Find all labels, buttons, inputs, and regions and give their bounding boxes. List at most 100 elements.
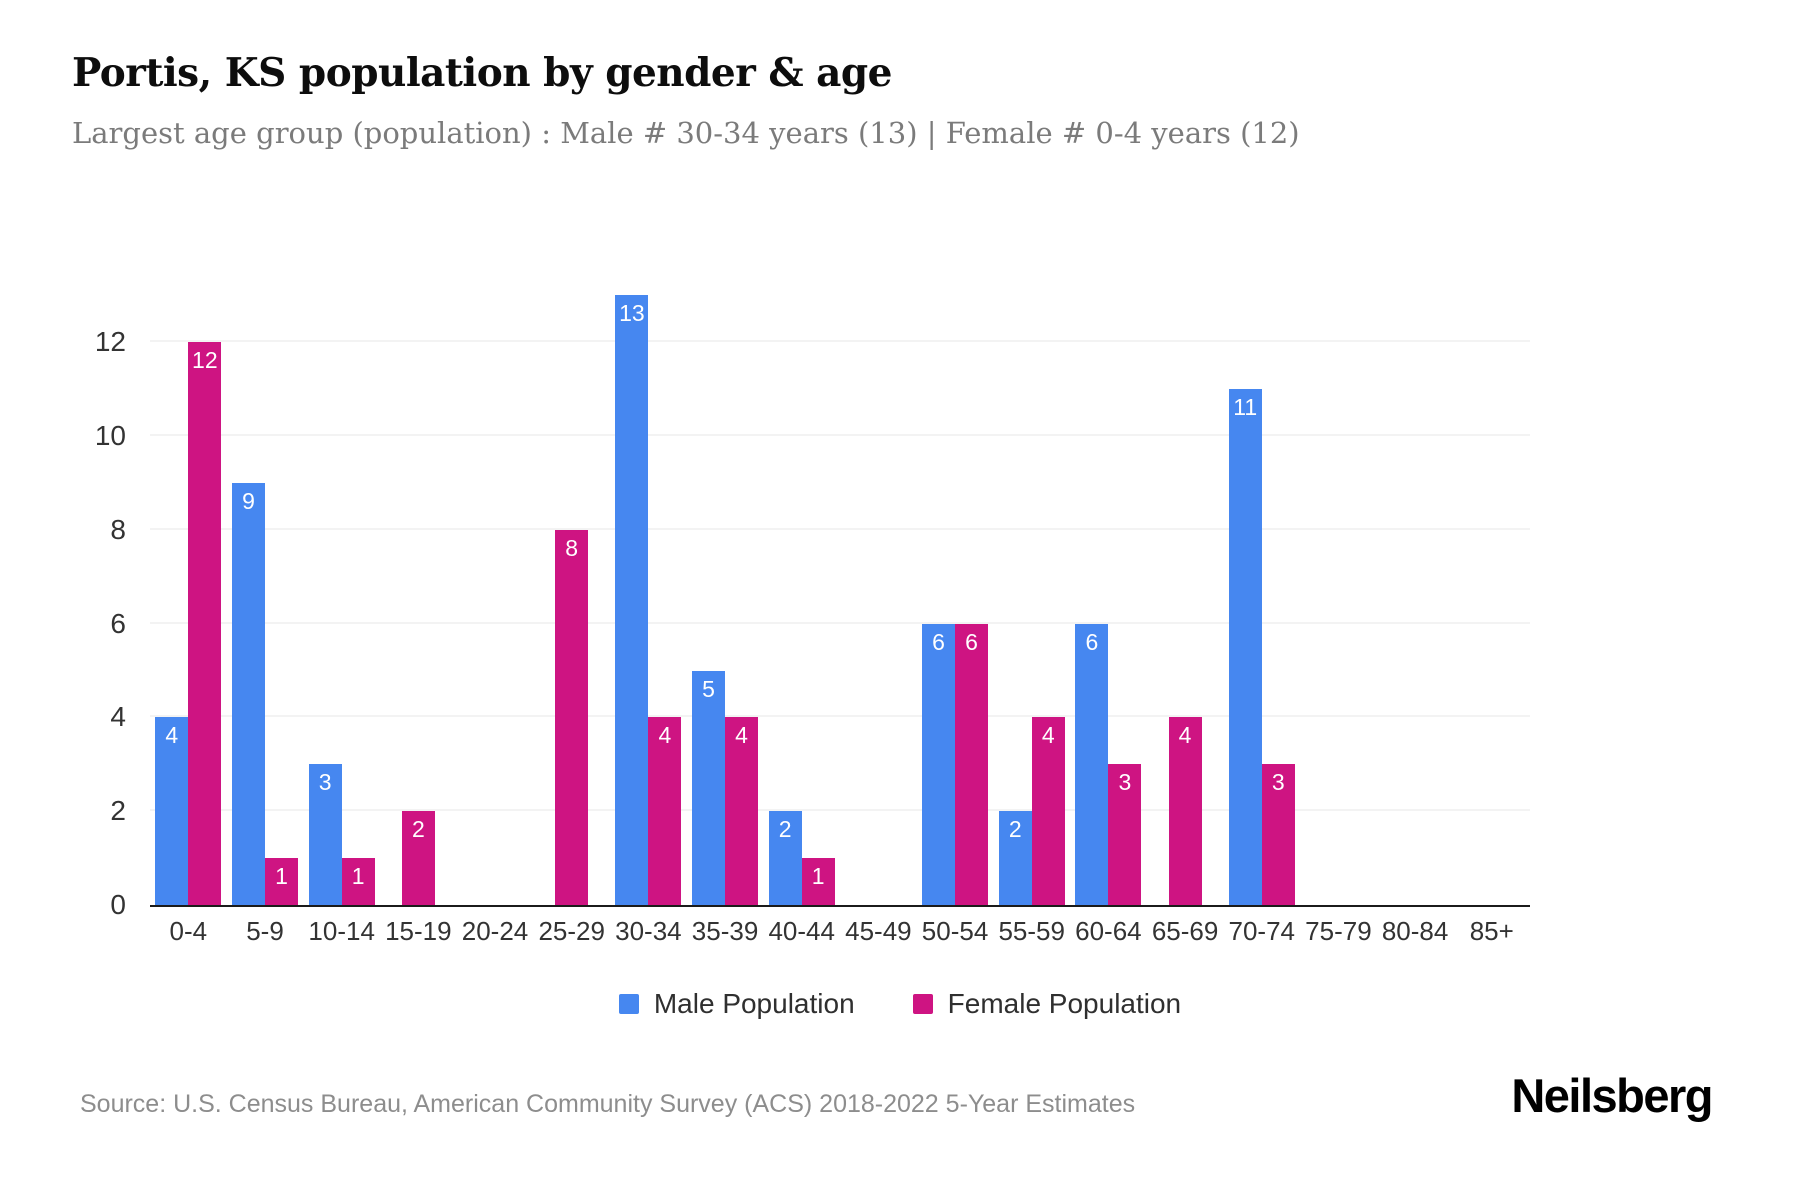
female-bar-60-64: 3 [1108,764,1142,905]
y-axis: 0 2 4 6 8 10 12 [0,272,136,920]
bar-value-label: 4 [735,722,748,749]
chart-subtitle: Largest age group (population) : Male # … [72,116,1300,150]
bar-group-85+ [1453,272,1530,905]
female-bar-10-14: 1 [341,858,375,905]
female-bar-55-59: 4 [1031,717,1065,905]
y-tick-label: 2 [110,795,126,827]
gridline-y-4 [150,715,1530,718]
legend-label: Male Population [653,988,855,1019]
female-bar-70-74: 3 [1261,764,1295,905]
bar-group-65-69: 4 [1147,272,1224,905]
y-tick-label: 8 [110,513,126,545]
female-bar-0-4: 12 [188,342,222,905]
bar-value-label: 4 [1178,722,1192,749]
bar-value-label: 3 [1271,769,1285,796]
male-bar-55-59: 2 [998,811,1032,905]
x-axis-label-45-49: 45-49 [845,916,912,946]
y-tick-label: 0 [110,889,126,920]
male-bar-10-14: 3 [308,764,342,905]
female-bar-40-44: 1 [801,858,835,905]
x-axis-labels: 0-4 5-9 10-14 15-19 20-24 25-29 30-34 35-39 40-4… [150,916,1530,947]
legend-label: Female Population [947,988,1182,1019]
x-axis-label-25-29: 25-29 [538,916,605,946]
bar-value-label: 4 [165,722,179,749]
bar-value-label: 2 [1008,816,1022,843]
bar-value-label: 13 [619,300,645,327]
x-axis-label-15-19: 15-19 [385,916,452,946]
bar-group-75-79 [1300,272,1377,905]
x-axis-label-50-54: 50-54 [921,916,989,946]
x-axis-label-10-14: 10-14 [308,916,375,946]
x-axis-label-40-44: 40-44 [768,916,835,946]
x-axis-label-85+: 85+ [1469,916,1514,946]
female-bar-25-29: 8 [555,529,589,905]
bar-value-label: 8 [565,534,579,561]
bar-value-label: 6 [932,628,945,655]
x-axis-label-70-74: 70-74 [1228,916,1295,946]
bar-groups: 4 12 9 1 3 1 2 8 13 4 5 4 2 1 6 6 2 4 6 3 4 11 3 [150,272,1530,905]
bar-group-20-24 [457,272,534,905]
plot-area [150,272,1530,907]
female-bar-5-9: 1 [265,858,298,905]
gridline-y-2 [150,809,1530,812]
legend-swatch-icon [618,994,639,1014]
x-axis-label-55-59: 55-59 [998,916,1065,946]
female-bar-30-34: 4 [648,717,682,905]
gridline-y-10 [150,434,1530,437]
bar-group-70-74: 11 3 [1223,272,1300,905]
neilsberg-logo: Neilsberg [1511,1069,1713,1122]
y-tick-label: 12 [94,326,126,358]
x-axis-label-75-79: 75-79 [1305,916,1372,946]
bar-value-label: 12 [192,347,218,374]
bar-value-label: 6 [965,628,978,655]
female-bar-35-39: 4 [725,717,759,905]
gridline-y-8 [150,527,1530,530]
y-tick-label: 6 [110,607,126,639]
legend: Male Population Female Population [0,988,1800,1020]
bar-value-label: 6 [1085,628,1099,655]
bar-group-15-19: 2 [380,272,457,905]
x-axis-label-5-9: 5-9 [246,916,284,946]
bar-value-label: 2 [778,816,792,843]
legend-item-female-population: Female Population [912,988,1182,1020]
x-axis-label-60-64: 60-64 [1075,916,1142,946]
bar-value-label: 4 [1041,722,1055,749]
male-bar-40-44: 2 [768,811,802,905]
x-axis-label-0-4: 0-4 [169,916,208,946]
male-bar-60-64: 6 [1075,623,1109,905]
bar-group-45-49 [840,272,917,905]
bar-value-label: 4 [658,722,672,749]
bar-group-80-84 [1377,272,1454,905]
bar-value-label: 1 [351,863,365,890]
y-tick-label: 10 [94,420,126,452]
male-bar-50-54: 6 [922,623,956,905]
x-axis-label-65-69: 65-69 [1151,916,1219,946]
source-attribution: Source: U.S. Census Bureau, American Com… [80,1090,1136,1118]
chart-title: Portis, KS population by gender & age [72,50,892,96]
y-tick-label: 4 [110,701,126,733]
female-bar-15-19: 2 [401,811,435,905]
x-axis-label-30-34: 30-34 [615,916,682,946]
bar-value-label: 11 [1233,394,1258,421]
legend-swatch-icon [912,994,933,1014]
bar-value-label: 9 [242,488,255,514]
male-bar-35-39: 5 [692,670,726,905]
male-bar-0-4: 4 [155,717,189,905]
male-bar-5-9: 9 [232,483,265,905]
bar-value-label: 2 [411,816,425,843]
female-bar-50-54: 6 [955,623,989,905]
gridline-y-6 [150,621,1530,624]
male-bar-30-34: 13 [615,295,649,905]
bar-group-25-29: 8 [533,272,610,905]
bar-value-label: 3 [1118,769,1132,796]
x-axis-label-35-39: 35-39 [691,916,759,946]
bar-value-label: 1 [275,863,288,890]
x-axis-label-20-24: 20-24 [461,916,529,946]
